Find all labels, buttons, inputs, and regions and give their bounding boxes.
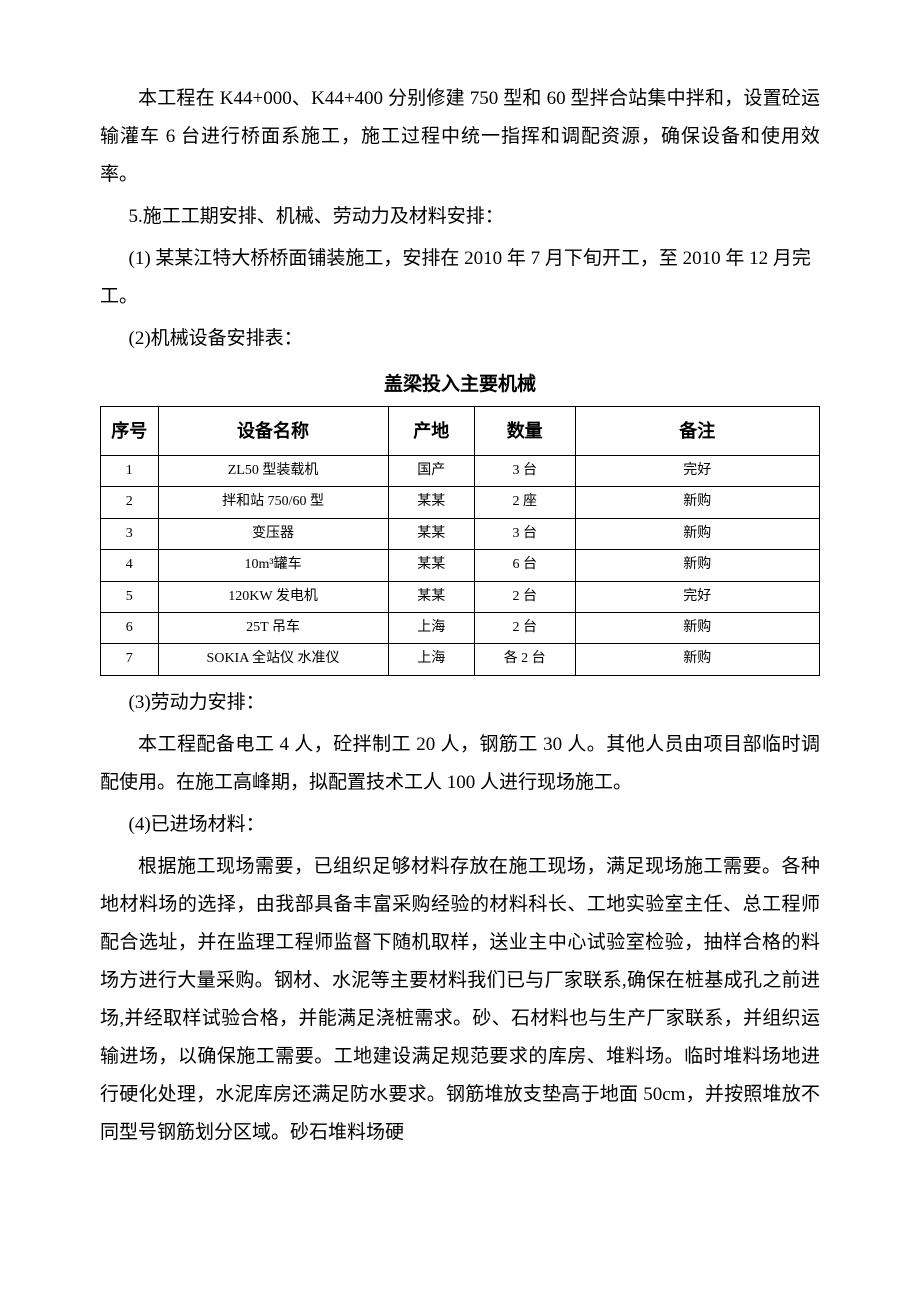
item-2: (2)机械设备安排表： xyxy=(100,320,820,358)
cell-note: 新购 xyxy=(575,518,819,549)
table-row: 2 拌和站 750/60 型 某某 2 座 新购 xyxy=(101,487,820,518)
table-row: 6 25T 吊车 上海 2 台 新购 xyxy=(101,612,820,643)
cell-origin: 某某 xyxy=(388,487,474,518)
materials-paragraph: 根据施工现场需要，已组织足够材料存放在施工现场，满足现场施工需要。各种地材料场的… xyxy=(100,848,820,1152)
table-header-row: 序号 设备名称 产地 数量 备注 xyxy=(101,407,820,456)
cell-name: 变压器 xyxy=(158,518,388,549)
cell-name: 120KW 发电机 xyxy=(158,581,388,612)
cell-note: 完好 xyxy=(575,581,819,612)
cell-qty: 6 台 xyxy=(474,550,575,581)
equipment-table: 序号 设备名称 产地 数量 备注 1 ZL50 型装载机 国产 3 台 完好 2… xyxy=(100,406,820,676)
cell-note: 完好 xyxy=(575,456,819,487)
cell-name: SOKIA 全站仪 水准仪 xyxy=(158,644,388,675)
cell-seq: 3 xyxy=(101,518,159,549)
cell-qty: 各 2 台 xyxy=(474,644,575,675)
cell-origin: 上海 xyxy=(388,612,474,643)
cell-name: ZL50 型装载机 xyxy=(158,456,388,487)
cell-seq: 4 xyxy=(101,550,159,581)
th-name: 设备名称 xyxy=(158,407,388,456)
th-origin: 产地 xyxy=(388,407,474,456)
cell-note: 新购 xyxy=(575,644,819,675)
cell-qty: 3 台 xyxy=(474,456,575,487)
labor-paragraph: 本工程配备电工 4 人，砼拌制工 20 人，钢筋工 30 人。其他人员由项目部临… xyxy=(100,726,820,802)
cell-qty: 2 座 xyxy=(474,487,575,518)
table-row: 7 SOKIA 全站仪 水准仪 上海 各 2 台 新购 xyxy=(101,644,820,675)
section-5-heading: 5.施工工期安排、机械、劳动力及材料安排： xyxy=(100,198,820,236)
cell-seq: 2 xyxy=(101,487,159,518)
table-row: 3 变压器 某某 3 台 新购 xyxy=(101,518,820,549)
th-note: 备注 xyxy=(575,407,819,456)
cell-note: 新购 xyxy=(575,487,819,518)
cell-origin: 某某 xyxy=(388,518,474,549)
cell-seq: 7 xyxy=(101,644,159,675)
table-row: 4 10m³罐车 某某 6 台 新购 xyxy=(101,550,820,581)
cell-seq: 5 xyxy=(101,581,159,612)
cell-name: 10m³罐车 xyxy=(158,550,388,581)
item-3: (3)劳动力安排： xyxy=(100,684,820,722)
cell-name: 25T 吊车 xyxy=(158,612,388,643)
table-row: 1 ZL50 型装载机 国产 3 台 完好 xyxy=(101,456,820,487)
cell-origin: 国产 xyxy=(388,456,474,487)
cell-qty: 3 台 xyxy=(474,518,575,549)
item-4: (4)已进场材料： xyxy=(100,806,820,844)
cell-origin: 某某 xyxy=(388,581,474,612)
th-qty: 数量 xyxy=(474,407,575,456)
cell-note: 新购 xyxy=(575,612,819,643)
cell-name: 拌和站 750/60 型 xyxy=(158,487,388,518)
cell-seq: 1 xyxy=(101,456,159,487)
table-row: 5 120KW 发电机 某某 2 台 完好 xyxy=(101,581,820,612)
cell-origin: 上海 xyxy=(388,644,474,675)
cell-qty: 2 台 xyxy=(474,581,575,612)
cell-origin: 某某 xyxy=(388,550,474,581)
th-seq: 序号 xyxy=(101,407,159,456)
cell-note: 新购 xyxy=(575,550,819,581)
cell-qty: 2 台 xyxy=(474,612,575,643)
item-1: (1) 某某江特大桥桥面铺装施工，安排在 2010 年 7 月下旬开工，至 20… xyxy=(100,240,820,316)
paragraph-intro: 本工程在 K44+000、K44+400 分别修建 750 型和 60 型拌合站… xyxy=(100,80,820,194)
table-title: 盖梁投入主要机械 xyxy=(100,366,820,404)
cell-seq: 6 xyxy=(101,612,159,643)
